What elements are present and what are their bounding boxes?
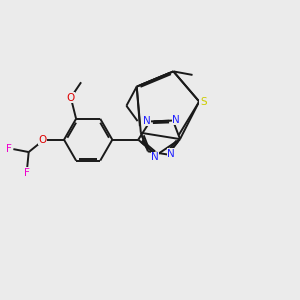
Text: N: N (167, 149, 175, 159)
Text: F: F (6, 144, 12, 154)
Text: N: N (172, 115, 180, 125)
Text: O: O (67, 93, 75, 103)
Text: O: O (38, 135, 47, 145)
Text: N: N (151, 152, 159, 162)
Text: F: F (24, 168, 30, 178)
Text: N: N (143, 116, 151, 126)
Text: S: S (200, 97, 207, 106)
